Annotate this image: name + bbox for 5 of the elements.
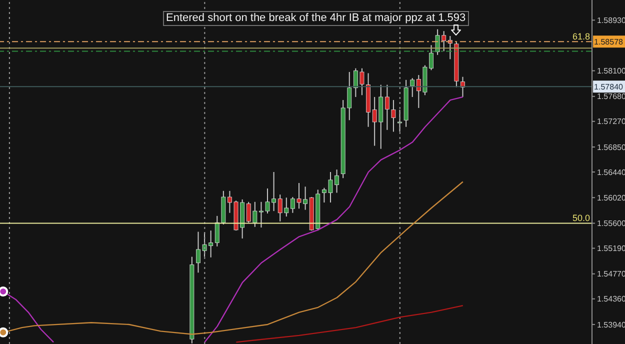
annotation: Entered short on the break of the 4hr IB at major ppz at 1.593: [163, 11, 469, 26]
annotation: 50.0: [572, 213, 590, 224]
annotation: 61.8: [572, 32, 590, 42]
ref-line-label: 1.57840: [594, 82, 624, 92]
ref-line-label: 1.58578: [594, 38, 624, 47]
